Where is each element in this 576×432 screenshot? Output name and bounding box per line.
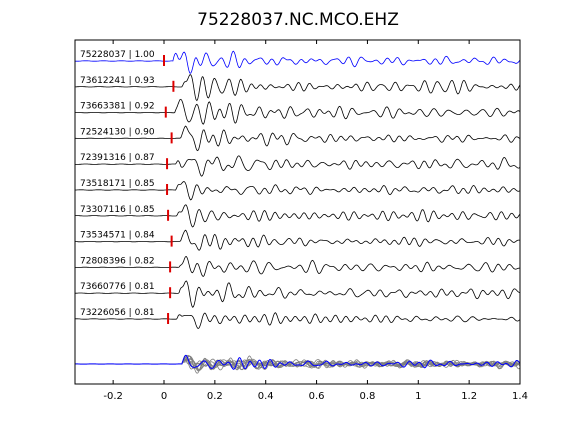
trace-label-72391316: 72391316 | 0.87: [80, 153, 155, 163]
x-tick-label: 1: [415, 391, 421, 402]
trace-line-72391316: [75, 155, 521, 177]
x-tick-label: 1.4: [512, 391, 528, 402]
x-tick-label: 0.2: [207, 391, 223, 402]
trace-line-73663381: [75, 98, 521, 125]
x-tick-label: 1.2: [461, 391, 477, 402]
trace-label-73307116: 73307116 | 0.85: [80, 205, 155, 215]
x-axis: -0.2 0 0.2 0.4 0.6 0.8 1 1.2 1.4: [103, 40, 528, 402]
overlay-reference-trace: [75, 354, 521, 370]
x-tick-label: -0.2: [103, 391, 123, 402]
trace-line-73307116: [75, 204, 521, 228]
plot-area: [75, 40, 520, 384]
x-tick-label: 0.6: [309, 391, 325, 402]
stacked-overlay: [74, 354, 521, 374]
trace-label-73226056: 73226056 | 0.81: [80, 308, 155, 318]
trace-line-73660776: [74, 280, 521, 308]
trace-line-73518171: [74, 181, 521, 201]
chart-title: 75228037.NC.MCO.EHZ: [197, 10, 399, 30]
traces-layer: [74, 50, 521, 329]
trace-line-73612241: [75, 74, 521, 102]
trace-label-73660776: 73660776 | 0.81: [80, 282, 155, 292]
trace-label-73534571: 73534571 | 0.84: [80, 231, 155, 241]
trace-line-73534571: [74, 229, 521, 251]
x-tick-label: 0.4: [258, 391, 274, 402]
trace-line-73226056: [75, 312, 521, 329]
trace-label-73518171: 73518171 | 0.85: [80, 179, 155, 189]
x-tick-label: 0: [161, 391, 167, 402]
trace-label-73663381: 73663381 | 0.92: [80, 102, 155, 112]
trace-line-72524130: [75, 125, 521, 152]
trace-label-72808396: 72808396 | 0.82: [80, 256, 155, 266]
trace-line-72808396: [75, 256, 520, 278]
trace-labels: 75228037 | 1.00 73612241 | 0.93 73663381 |…: [80, 50, 155, 318]
trace-label-73612241: 73612241 | 0.93: [80, 76, 155, 86]
trace-line-75228037: [75, 50, 521, 74]
trace-label-75228037: 75228037 | 1.00: [80, 50, 155, 60]
pick-markers: [163, 55, 175, 324]
x-tick-label: 0.8: [359, 391, 375, 402]
trace-label-72524130: 72524130 | 0.90: [80, 127, 155, 137]
plot-frame: [74, 39, 521, 385]
